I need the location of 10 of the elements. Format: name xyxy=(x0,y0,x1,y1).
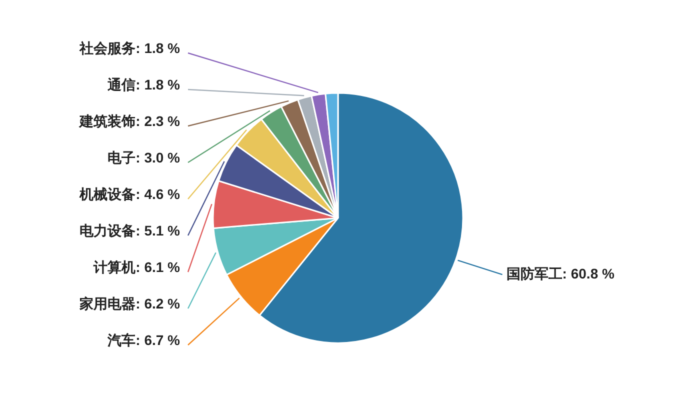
slice-label: 建筑装饰: 2.3 % xyxy=(78,113,181,129)
slice-label: 汽车: 6.7 % xyxy=(106,332,181,348)
slice-label: 计算机: 6.1 % xyxy=(92,259,181,275)
slice-label: 国防军工: 60.8 % xyxy=(506,266,615,282)
slice-label: 通信: 1.8 % xyxy=(106,76,181,92)
slice-label: 社会服务: 1.8 % xyxy=(78,40,181,56)
slice-label: 电力设备: 5.1 % xyxy=(80,222,181,238)
slice-label: 电子: 3.0 % xyxy=(108,150,181,166)
slice-label: 家用电器: 6.2 % xyxy=(78,296,181,312)
slice-label: 机械设备: 4.6 % xyxy=(78,186,181,202)
